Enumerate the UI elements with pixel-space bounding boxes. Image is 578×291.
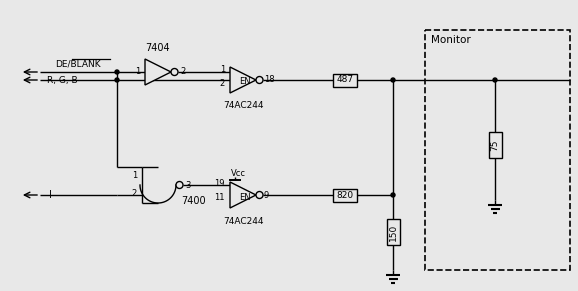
Text: 7400: 7400 (181, 196, 206, 206)
Text: 2: 2 (220, 79, 225, 88)
Circle shape (115, 78, 119, 82)
Text: 820: 820 (336, 191, 354, 200)
Bar (425, 30, 570, 270)
Text: 18: 18 (264, 75, 275, 84)
Circle shape (391, 78, 395, 82)
Text: 74AC244: 74AC244 (223, 217, 263, 226)
Text: 1: 1 (132, 171, 137, 180)
Text: DE/BLANK: DE/BLANK (55, 59, 101, 68)
Polygon shape (230, 67, 256, 93)
Bar (333, 74, 357, 86)
Text: EN: EN (239, 193, 251, 201)
Circle shape (115, 70, 119, 74)
Text: 7404: 7404 (146, 43, 171, 53)
Text: 2: 2 (132, 189, 137, 198)
Text: 1: 1 (220, 65, 225, 74)
Bar (333, 189, 357, 201)
Text: 74AC244: 74AC244 (223, 102, 263, 111)
Bar (387, 219, 399, 245)
Text: 11: 11 (214, 194, 225, 203)
Text: R, G, B: R, G, B (47, 75, 77, 84)
Text: 2: 2 (180, 68, 186, 77)
Polygon shape (145, 59, 171, 85)
Text: 150: 150 (388, 223, 398, 241)
Text: 1: 1 (135, 68, 140, 77)
Circle shape (391, 193, 395, 197)
Text: Monitor: Monitor (431, 35, 470, 45)
Polygon shape (230, 182, 256, 208)
Circle shape (176, 182, 183, 189)
Text: I: I (49, 190, 51, 200)
Circle shape (256, 77, 263, 84)
Circle shape (493, 78, 497, 82)
Text: 487: 487 (336, 75, 354, 84)
Text: 9: 9 (264, 191, 269, 200)
Text: EN: EN (239, 77, 251, 86)
Text: 19: 19 (214, 180, 225, 189)
Circle shape (171, 68, 178, 75)
Bar (488, 132, 502, 158)
Text: 75: 75 (491, 139, 499, 151)
Text: 3: 3 (185, 180, 190, 189)
Text: Vcc: Vcc (231, 168, 246, 178)
Circle shape (256, 191, 263, 198)
